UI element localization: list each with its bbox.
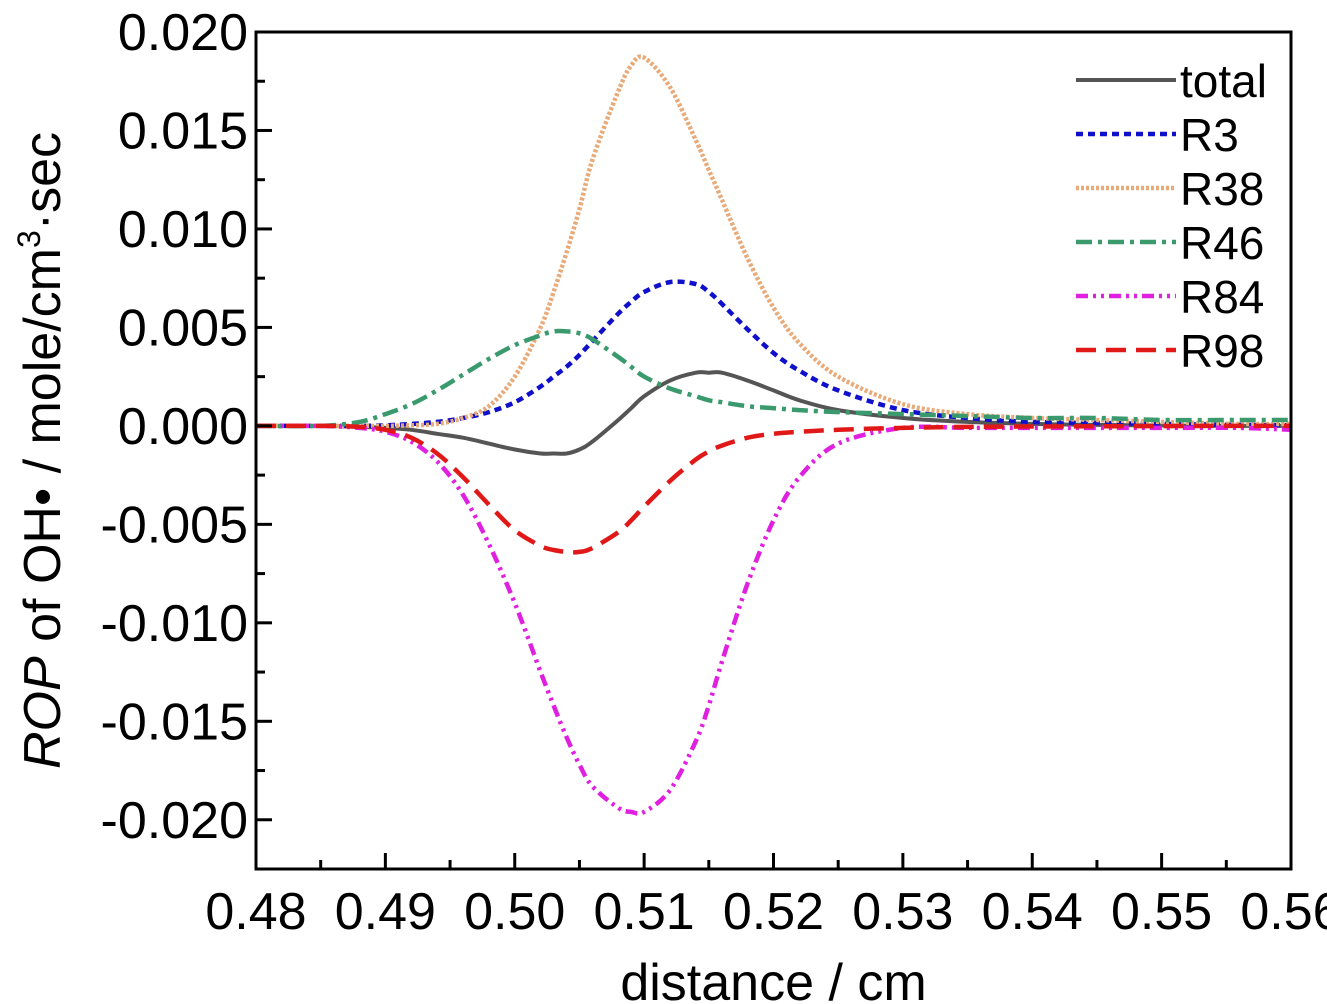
y-axis-title: ROP of OH• / mole/cm3·sec xyxy=(11,132,72,769)
y-tick-label: -0.005 xyxy=(101,496,248,554)
x-tick-label: 0.49 xyxy=(335,883,436,941)
legend-label-r38: R38 xyxy=(1180,163,1264,215)
y-tick-label: 0.005 xyxy=(118,299,248,357)
x-tick-label: 0.48 xyxy=(205,883,306,941)
x-tick-label: 0.55 xyxy=(1111,883,1212,941)
y-axis-title-italic: ROP xyxy=(14,656,72,769)
y-axis: 0.020 0.015 0.010 0.005 0.000 -0.005 -0.010 -0.… xyxy=(101,4,272,871)
legend-label-r3: R3 xyxy=(1180,109,1239,161)
y-tick-label: -0.010 xyxy=(101,595,248,653)
y-tick-label: 0.010 xyxy=(118,201,248,259)
y-tick-label: -0.020 xyxy=(101,792,248,850)
y-axis-title-superscript: 3 xyxy=(11,230,47,248)
series-line-r46 xyxy=(255,328,1291,429)
x-axis: 0.48 0.49 0.50 0.51 0.52 0.53 0.54 0.55 0.56 xyxy=(205,853,1327,941)
series-line-total xyxy=(255,370,1291,456)
x-tick-label: 0.56 xyxy=(1240,883,1327,941)
x-tick-label: 0.51 xyxy=(594,883,695,941)
x-tick-label: 0.53 xyxy=(852,883,953,941)
plot-frame xyxy=(254,30,1293,871)
x-tick-label: 0.52 xyxy=(723,883,824,941)
series-line-r84 xyxy=(255,423,1292,816)
y-axis-title-text: of OH• / mole/cm xyxy=(14,248,72,656)
y-axis-title-tail: ·sec xyxy=(14,132,72,230)
y-tick-label: 0.015 xyxy=(118,102,248,160)
legend-label-r46: R46 xyxy=(1180,217,1264,269)
y-tick-label: 0.020 xyxy=(118,4,248,62)
legend-label-r98: R98 xyxy=(1180,325,1264,377)
series-line-r38 xyxy=(255,54,1292,429)
x-axis-title: distance / cm xyxy=(620,954,926,1004)
y-tick-label: 0.000 xyxy=(118,398,248,456)
x-tick-label: 0.54 xyxy=(982,883,1083,941)
series-line-r98 xyxy=(255,423,1292,555)
legend-label-total: total xyxy=(1180,55,1267,107)
series-line-r3 xyxy=(255,279,1292,429)
series-lines xyxy=(255,54,1292,816)
y-tick-label: -0.015 xyxy=(101,693,248,751)
x-tick-label: 0.50 xyxy=(464,883,565,941)
legend-label-r84: R84 xyxy=(1180,271,1264,323)
